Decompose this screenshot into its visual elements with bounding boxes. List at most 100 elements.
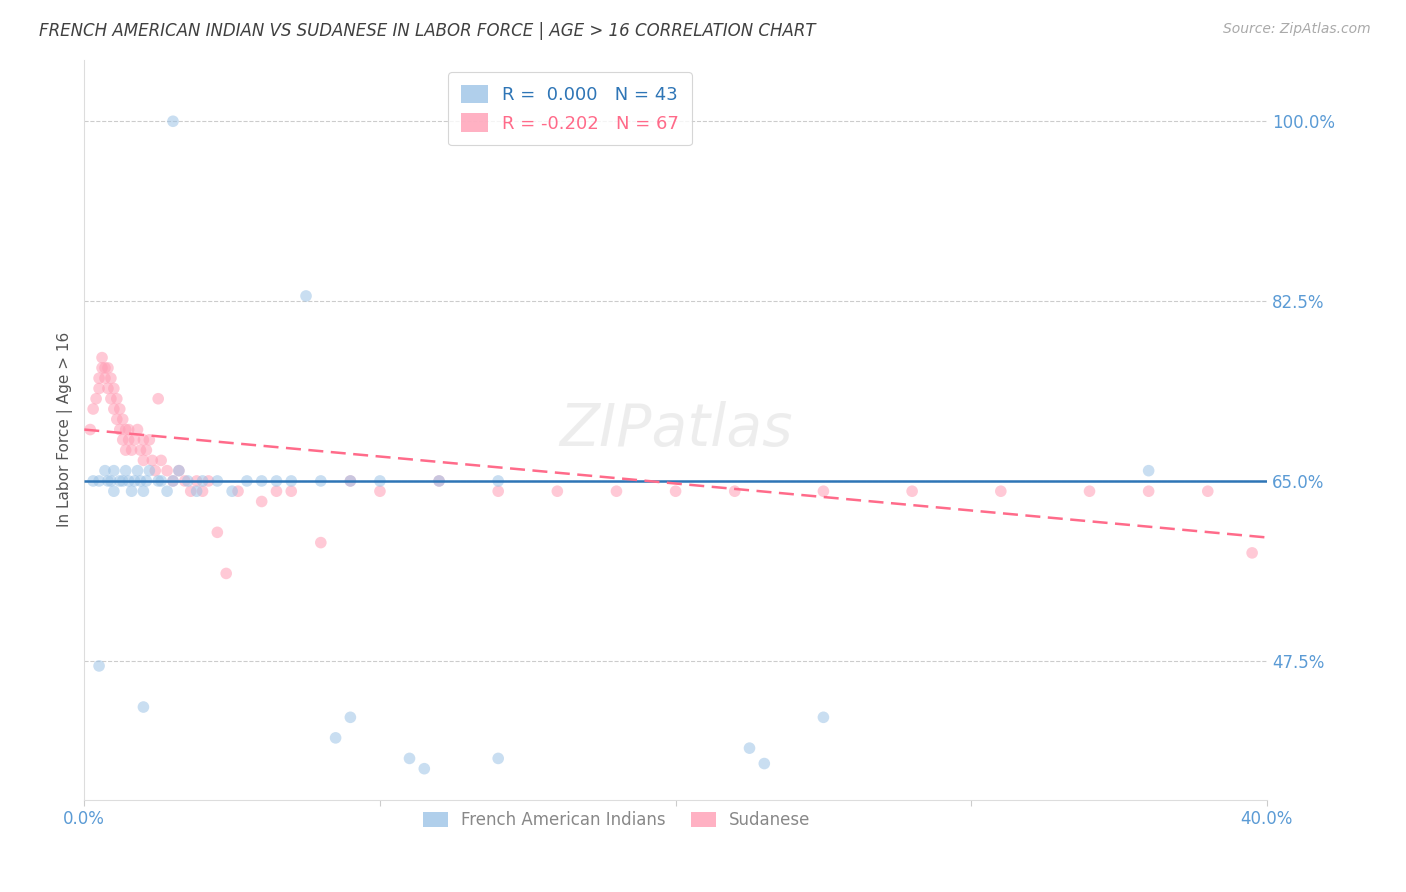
- Point: [108, 423, 131, 437]
- Point: [138, 433, 160, 447]
- Point: [108, 474, 131, 488]
- Point: [738, 741, 761, 756]
- Point: [91, 360, 114, 375]
- Point: [127, 464, 149, 478]
- Point: [427, 474, 450, 488]
- Point: [295, 289, 318, 303]
- Point: [129, 474, 152, 488]
- Point: [132, 484, 155, 499]
- Point: [82, 402, 104, 417]
- Point: [138, 464, 160, 478]
- Point: [186, 484, 208, 499]
- Point: [339, 474, 361, 488]
- Point: [105, 392, 128, 406]
- Point: [339, 710, 361, 724]
- Point: [236, 474, 259, 488]
- Point: [486, 751, 509, 765]
- Point: [117, 474, 139, 488]
- Point: [605, 484, 627, 499]
- Point: [368, 484, 391, 499]
- Point: [486, 484, 509, 499]
- Point: [111, 474, 134, 488]
- Point: [87, 381, 110, 395]
- Point: [546, 484, 568, 499]
- Point: [207, 474, 229, 488]
- Point: [339, 474, 361, 488]
- Point: [156, 484, 179, 499]
- Point: [162, 474, 184, 488]
- Point: [162, 114, 184, 128]
- Point: [207, 525, 229, 540]
- Point: [87, 474, 110, 488]
- Point: [173, 474, 195, 488]
- Point: [129, 443, 152, 458]
- Point: [94, 360, 117, 375]
- Point: [150, 453, 173, 467]
- Point: [105, 412, 128, 426]
- Point: [100, 474, 122, 488]
- Point: [117, 433, 139, 447]
- Point: [148, 474, 170, 488]
- Point: [103, 381, 125, 395]
- Point: [266, 474, 288, 488]
- Point: [221, 484, 243, 499]
- Point: [1137, 464, 1160, 478]
- Point: [901, 484, 924, 499]
- Point: [87, 371, 110, 385]
- Point: [84, 392, 107, 406]
- Point: [114, 423, 136, 437]
- Point: [368, 474, 391, 488]
- Point: [325, 731, 347, 745]
- Point: [427, 474, 450, 488]
- Point: [91, 351, 114, 365]
- Point: [156, 464, 179, 478]
- Point: [150, 474, 173, 488]
- Point: [167, 464, 190, 478]
- Point: [990, 484, 1012, 499]
- Point: [103, 402, 125, 417]
- Point: [186, 474, 208, 488]
- Point: [754, 756, 776, 771]
- Point: [813, 484, 835, 499]
- Point: [114, 464, 136, 478]
- Point: [114, 443, 136, 458]
- Point: [79, 423, 101, 437]
- Point: [250, 494, 273, 508]
- Point: [486, 474, 509, 488]
- Point: [309, 535, 332, 549]
- Point: [250, 474, 273, 488]
- Point: [121, 443, 143, 458]
- Point: [148, 392, 170, 406]
- Point: [1197, 484, 1219, 499]
- Point: [413, 762, 436, 776]
- Point: [103, 484, 125, 499]
- Point: [132, 700, 155, 714]
- Point: [167, 464, 190, 478]
- Point: [100, 392, 122, 406]
- Point: [124, 474, 146, 488]
- Text: FRENCH AMERICAN INDIAN VS SUDANESE IN LABOR FORCE | AGE > 16 CORRELATION CHART: FRENCH AMERICAN INDIAN VS SUDANESE IN LA…: [39, 22, 815, 40]
- Point: [1241, 546, 1264, 560]
- Point: [398, 751, 420, 765]
- Point: [724, 484, 747, 499]
- Point: [87, 659, 110, 673]
- Point: [226, 484, 249, 499]
- Point: [141, 453, 163, 467]
- Point: [280, 484, 302, 499]
- Point: [143, 464, 166, 478]
- Point: [111, 433, 134, 447]
- Point: [1137, 484, 1160, 499]
- Point: [82, 474, 104, 488]
- Point: [127, 423, 149, 437]
- Point: [197, 474, 219, 488]
- Point: [108, 402, 131, 417]
- Point: [94, 371, 117, 385]
- Point: [97, 360, 120, 375]
- Point: [191, 484, 214, 499]
- Point: [121, 484, 143, 499]
- Point: [135, 474, 157, 488]
- Point: [180, 484, 202, 499]
- Point: [280, 474, 302, 488]
- Point: [215, 566, 238, 581]
- Point: [124, 433, 146, 447]
